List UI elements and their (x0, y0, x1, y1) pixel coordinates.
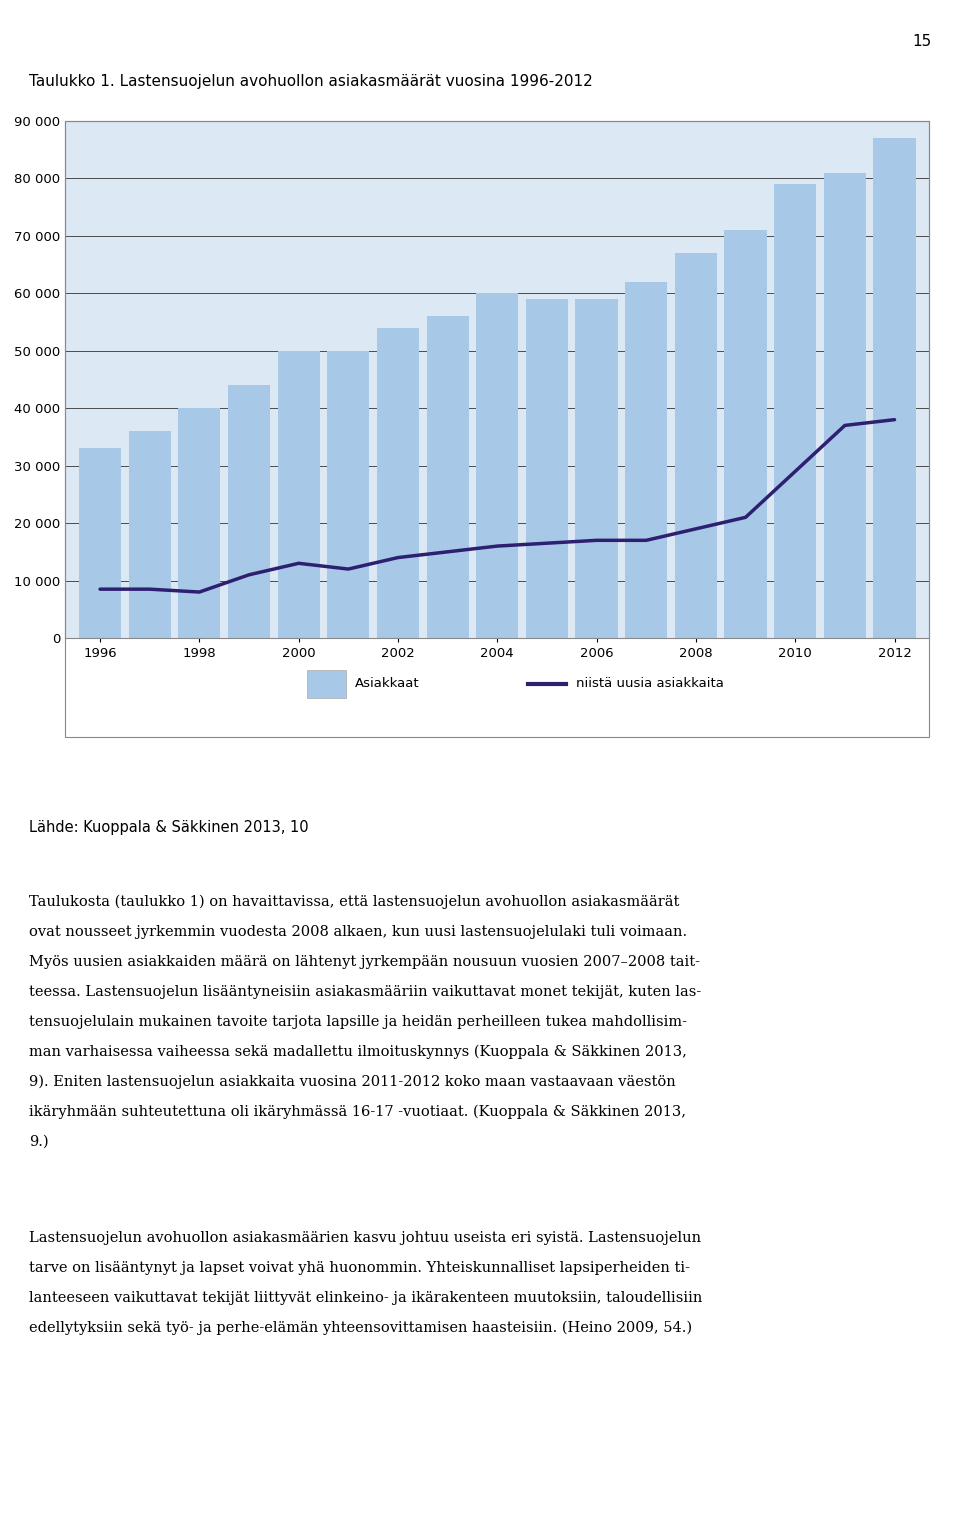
Bar (675, 252, 717, 638)
Text: 9.): 9.) (29, 1135, 48, 1149)
Bar (426, 317, 468, 638)
Text: tarve on lisääntynyt ja lapset voivat yhä huonommin. Yhteiskunnalliset lapsiperh: tarve on lisääntynyt ja lapset voivat yh… (29, 1261, 690, 1274)
Bar (377, 327, 420, 638)
Text: 9). Eniten lastensuojelun asiakkaita vuosina 2011-2012 koko maan vastaavaan väes: 9). Eniten lastensuojelun asiakkaita vuo… (29, 1076, 676, 1089)
Text: Lastensuojelun avohuollon asiakasmäärien kasvu johtuu useista eri syistä. Lasten: Lastensuojelun avohuollon asiakasmäärien… (29, 1232, 701, 1245)
Bar (824, 173, 866, 638)
Bar (874, 138, 916, 638)
Text: lanteeseen vaikuttavat tekijät liittyvät elinkeino- ja ikärakenteen muutoksiin, : lanteeseen vaikuttavat tekijät liittyvät… (29, 1291, 702, 1305)
Text: ikäryhmään suhteutettuna oli ikäryhmässä 16-17 -vuotiaat. (Kuoppala & Säkkinen 2: ikäryhmään suhteutettuna oli ikäryhmässä… (29, 1105, 685, 1120)
Text: Taulukosta (taulukko 1) on havaittavissa, että lastensuojelun avohuollon asiakas: Taulukosta (taulukko 1) on havaittavissa… (29, 895, 679, 909)
Text: Myös uusien asiakkaiden määrä on lähtenyt jyrkempään nousuun vuosien 2007–2008 t: Myös uusien asiakkaiden määrä on lähteny… (29, 955, 700, 968)
Bar (725, 230, 767, 638)
Bar (79, 448, 121, 638)
Text: Asiakkaat: Asiakkaat (355, 678, 420, 690)
Bar (228, 386, 270, 638)
Text: man varhaisessa vaiheessa sekä madallettu ilmoituskynnys (Kuoppala & Säkkinen 20: man varhaisessa vaiheessa sekä madallett… (29, 1045, 686, 1059)
Bar (277, 350, 320, 638)
Bar (774, 184, 816, 638)
Text: 15: 15 (912, 34, 931, 49)
Bar (327, 350, 370, 638)
Text: ovat nousseet jyrkemmin vuodesta 2008 alkaen, kun uusi lastensuojelulaki tuli vo: ovat nousseet jyrkemmin vuodesta 2008 al… (29, 926, 687, 939)
Text: Taulukko 1. Lastensuojelun avohuollon asiakasmäärät vuosina 1996-2012: Taulukko 1. Lastensuojelun avohuollon as… (29, 73, 592, 89)
Bar (575, 298, 617, 638)
Bar (129, 431, 171, 638)
Bar (476, 294, 518, 638)
Bar (179, 409, 221, 638)
Text: niistä uusia asiakkaita: niistä uusia asiakkaita (576, 678, 724, 690)
Bar (625, 282, 667, 638)
Text: edellytyksiin sekä työ- ja perhe-elämän yhteensovittamisen haasteisiin. (Heino 2: edellytyksiin sekä työ- ja perhe-elämän … (29, 1320, 692, 1336)
Text: Lähde: Kuoppala & Säkkinen 2013, 10: Lähde: Kuoppala & Säkkinen 2013, 10 (29, 820, 308, 835)
Bar (526, 298, 568, 638)
Text: teessa. Lastensuojelun lisääntyneisiin asiakasmääriin vaikuttavat monet tekijät,: teessa. Lastensuojelun lisääntyneisiin a… (29, 985, 701, 999)
Text: tensuojelulain mukainen tavoite tarjota lapsille ja heidän perheilleen tukea mah: tensuojelulain mukainen tavoite tarjota … (29, 1014, 686, 1030)
